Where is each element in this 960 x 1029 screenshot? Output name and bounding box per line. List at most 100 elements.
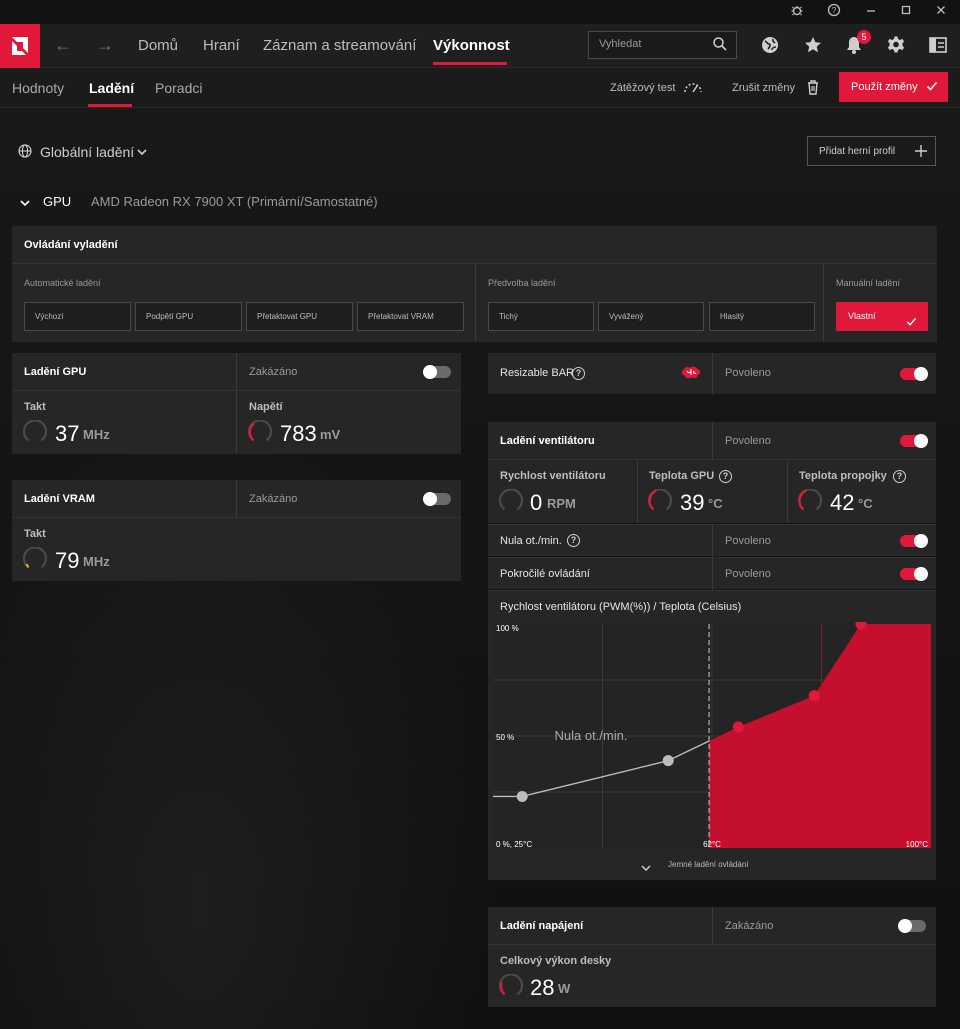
vram-tuning-toggle[interactable] bbox=[423, 492, 451, 506]
stat-divider bbox=[637, 460, 638, 523]
auto-overclock-gpu-button[interactable]: Přetaktovat GPU bbox=[246, 302, 353, 331]
junction-temp-value: 42 bbox=[830, 490, 855, 515]
search-icon[interactable] bbox=[712, 36, 728, 57]
gpu-tuning-header: Ladění GPU Zakázáno bbox=[12, 353, 461, 391]
nav-home[interactable]: Domů bbox=[138, 37, 179, 54]
zero-rpm-toggle[interactable] bbox=[900, 534, 928, 548]
power-tuning-toggle[interactable] bbox=[898, 919, 926, 933]
tab-tuning[interactable]: Ladění bbox=[89, 80, 135, 96]
forward-arrow-icon[interactable]: → bbox=[96, 35, 114, 55]
gpu-clock-gauge-icon bbox=[23, 420, 47, 442]
header-divider bbox=[712, 422, 713, 460]
maximize-icon[interactable] bbox=[897, 3, 915, 21]
apply-changes-button[interactable]: Použít změny bbox=[839, 72, 948, 102]
gpu-temp-label: Teplota GPU bbox=[649, 470, 715, 482]
tuning-control-body: Automatické ladění Výchozí Podpětí GPU P… bbox=[12, 264, 937, 342]
fan-curve-point bbox=[808, 690, 820, 702]
amd-logo[interactable] bbox=[0, 24, 40, 68]
discard-changes-link[interactable]: Zrušit změny bbox=[732, 82, 795, 94]
help-icon[interactable]: ? bbox=[719, 470, 732, 483]
zero-rpm-annotation: Nula ot./min. bbox=[555, 728, 628, 743]
advanced-control-label: Pokročilé ovládání bbox=[500, 568, 590, 580]
fan-curve-point bbox=[732, 721, 744, 733]
advanced-control-state: Povoleno bbox=[725, 568, 771, 580]
collapse-chevron-icon[interactable] bbox=[20, 195, 30, 213]
globe-icon bbox=[18, 144, 32, 163]
fan-speed-value: 0 bbox=[530, 490, 543, 515]
x-tick-label: 62°C bbox=[703, 840, 721, 849]
globe-icon[interactable] bbox=[760, 35, 782, 57]
advanced-control-toggle[interactable] bbox=[900, 567, 928, 581]
gpu-tuning-state: Zakázáno bbox=[249, 366, 298, 378]
help-icon[interactable]: ? bbox=[825, 3, 843, 21]
fan-curve-point bbox=[516, 790, 528, 802]
nav-performance[interactable]: Výkonnost bbox=[433, 37, 510, 54]
add-game-profile-button[interactable]: Přidat herní profil bbox=[807, 136, 936, 166]
fan-curve-area bbox=[709, 624, 931, 848]
resizable-bar-row: Resizable BAR ? Povoleno bbox=[488, 353, 936, 394]
plus-icon bbox=[914, 144, 928, 163]
help-icon[interactable]: ? bbox=[567, 534, 580, 547]
auto-undervolt-gpu-button[interactable]: Podpětí GPU bbox=[135, 302, 242, 331]
power-tuning-state: Zakázáno bbox=[725, 920, 774, 932]
tuning-control-title: Ovládání vyladění bbox=[24, 239, 118, 251]
resizable-bar-toggle[interactable] bbox=[900, 367, 928, 381]
manual-tuning-label: Manuální ladění bbox=[836, 278, 901, 288]
header-divider bbox=[712, 907, 713, 945]
resizable-bar-title: Resizable BAR bbox=[500, 367, 574, 379]
fan-curve-chart[interactable]: 100 % 50 % 0 %, 25°C 62°C 100°C Nula ot./min. bbox=[493, 622, 931, 850]
auto-default-button[interactable]: Výchozí bbox=[24, 302, 131, 331]
search-input[interactable] bbox=[599, 38, 709, 50]
preset-tuning-label: Předvolba ladění bbox=[488, 278, 556, 288]
search-box[interactable] bbox=[588, 31, 737, 59]
favorites-star-icon[interactable] bbox=[803, 35, 825, 57]
nav-record-stream[interactable]: Záznam a streamování bbox=[263, 37, 417, 54]
notifications-count-badge: 5 bbox=[857, 30, 871, 44]
settings-gear-icon[interactable] bbox=[886, 35, 908, 57]
close-icon[interactable] bbox=[932, 3, 950, 21]
top-navigation: ← → Domů Hraní Záznam a streamování Výko… bbox=[0, 24, 960, 68]
fan-speed-unit: RPM bbox=[547, 496, 576, 511]
stress-test-link[interactable]: Zátěžový test bbox=[610, 82, 676, 94]
manual-custom-label: Vlastní bbox=[848, 311, 876, 321]
gpu-clock-label: Takt bbox=[24, 401, 46, 413]
chevron-down-icon[interactable] bbox=[136, 145, 148, 163]
section-divider bbox=[475, 264, 476, 342]
nav-gaming[interactable]: Hraní bbox=[203, 37, 240, 54]
help-icon[interactable]: ? bbox=[893, 470, 906, 483]
gpu-voltage-label: Napětí bbox=[249, 401, 283, 413]
preset-balanced-button[interactable]: Vyvážený bbox=[598, 302, 704, 331]
minimize-icon[interactable] bbox=[862, 3, 880, 21]
junction-temp-gauge-icon bbox=[798, 489, 822, 511]
preset-quiet-button[interactable]: Tichý bbox=[488, 302, 594, 331]
sidebar-panel-icon[interactable] bbox=[928, 35, 950, 57]
back-arrow-icon[interactable]: ← bbox=[54, 35, 72, 55]
junction-temp-label: Teplota propojky bbox=[799, 470, 887, 482]
tab-metrics[interactable]: Hodnoty bbox=[12, 80, 65, 96]
trash-icon[interactable] bbox=[806, 79, 820, 100]
stat-divider bbox=[236, 391, 237, 454]
tab-advisors[interactable]: Poradci bbox=[155, 80, 203, 96]
gpu-tuning-toggle[interactable] bbox=[423, 365, 451, 379]
stress-test-gauge-icon[interactable] bbox=[683, 80, 703, 99]
preset-loud-button[interactable]: Hlasitý bbox=[709, 302, 815, 331]
gpu-voltage-gauge-icon bbox=[248, 420, 272, 442]
fan-stats: Rychlost ventilátoru 0 RPM Teplota GPU ?… bbox=[488, 460, 936, 523]
fan-tuning-toggle[interactable] bbox=[900, 434, 928, 448]
chevron-down-icon[interactable] bbox=[641, 859, 651, 877]
help-icon[interactable]: ? bbox=[572, 367, 585, 380]
junction-temp-unit: °C bbox=[858, 496, 873, 511]
vram-clock-unit: MHz bbox=[83, 554, 110, 569]
board-power-gauge-icon bbox=[499, 974, 523, 996]
check-icon bbox=[906, 310, 917, 339]
bug-report-icon[interactable] bbox=[788, 3, 806, 21]
y-tick-label: 50 % bbox=[496, 733, 514, 742]
vram-tuning-state: Zakázáno bbox=[249, 493, 298, 505]
auto-overclock-vram-button[interactable]: Přetaktovat VRAM bbox=[357, 302, 464, 331]
fan-curve-line bbox=[493, 740, 710, 798]
manual-custom-button[interactable]: Vlastní bbox=[836, 302, 928, 331]
global-tuning-dropdown[interactable]: Globální ladění bbox=[40, 144, 135, 160]
fine-tune-control-link[interactable]: Jemné ladění ovládání bbox=[668, 860, 749, 869]
tab-active-indicator bbox=[88, 104, 132, 107]
fan-curve-panel: Rychlost ventilátoru (PWM(%)) / Teplota … bbox=[488, 590, 936, 880]
